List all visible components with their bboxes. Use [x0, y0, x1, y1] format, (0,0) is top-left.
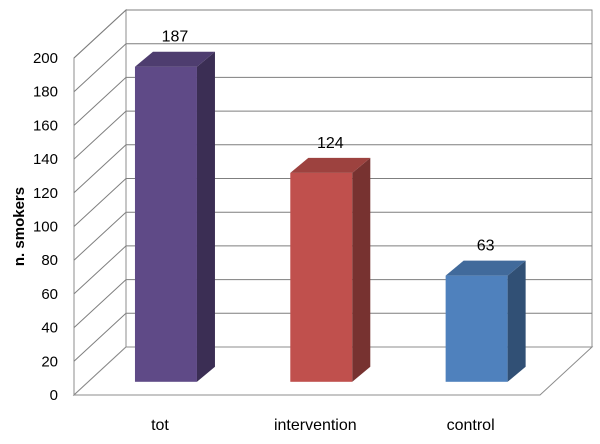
data-label: 63	[477, 238, 495, 255]
y-axis-title: n. smokers	[11, 187, 28, 266]
gridline	[73, 144, 592, 194]
gridline	[73, 178, 592, 227]
data-label: 187	[162, 29, 189, 46]
bar-side-face	[196, 51, 215, 382]
x-tick-label: control	[447, 417, 495, 434]
bar-side-face	[352, 157, 371, 382]
gridline	[73, 76, 592, 126]
y-axis-ticks: 0 20 40 60 80 100 120 140 160 180 200	[33, 50, 58, 404]
y-tick-label: 100	[33, 219, 58, 236]
y-tick-label: 60	[41, 286, 58, 303]
bars: 187 124 63	[134, 29, 526, 382]
bar-front-face	[445, 275, 508, 382]
y-tick-label: 200	[33, 50, 58, 67]
y-tick-label: 0	[50, 387, 58, 404]
x-axis-labels: tot intervention control	[151, 417, 495, 434]
gridline	[73, 110, 592, 160]
x-tick-label: intervention	[274, 417, 357, 434]
y-tick-label: 120	[33, 185, 58, 202]
y-tick-label: 80	[41, 252, 58, 269]
y-tick-label: 180	[33, 84, 58, 101]
bar-side-face	[507, 260, 526, 382]
bar-control: 63	[445, 238, 526, 382]
y-tick-label: 40	[41, 320, 58, 337]
bar-top-face	[290, 157, 371, 173]
y-tick-label: 20	[41, 353, 58, 370]
bar-intervention: 124	[290, 135, 371, 382]
bar-front-face	[290, 172, 353, 382]
y-tick-label: 140	[33, 151, 58, 168]
bar-front-face	[134, 66, 197, 382]
y-tick-label: 160	[33, 117, 58, 134]
gridline	[73, 245, 592, 295]
gridline	[73, 43, 592, 93]
data-label: 124	[317, 135, 344, 152]
gridline	[73, 211, 592, 261]
gridline	[73, 312, 592, 362]
bar-top-face	[134, 51, 215, 67]
gridline	[73, 279, 592, 328]
bar-top-face	[445, 260, 526, 276]
gridline	[73, 9, 592, 59]
x-tick-label: tot	[151, 417, 169, 434]
bar-tot: 187	[134, 29, 215, 382]
